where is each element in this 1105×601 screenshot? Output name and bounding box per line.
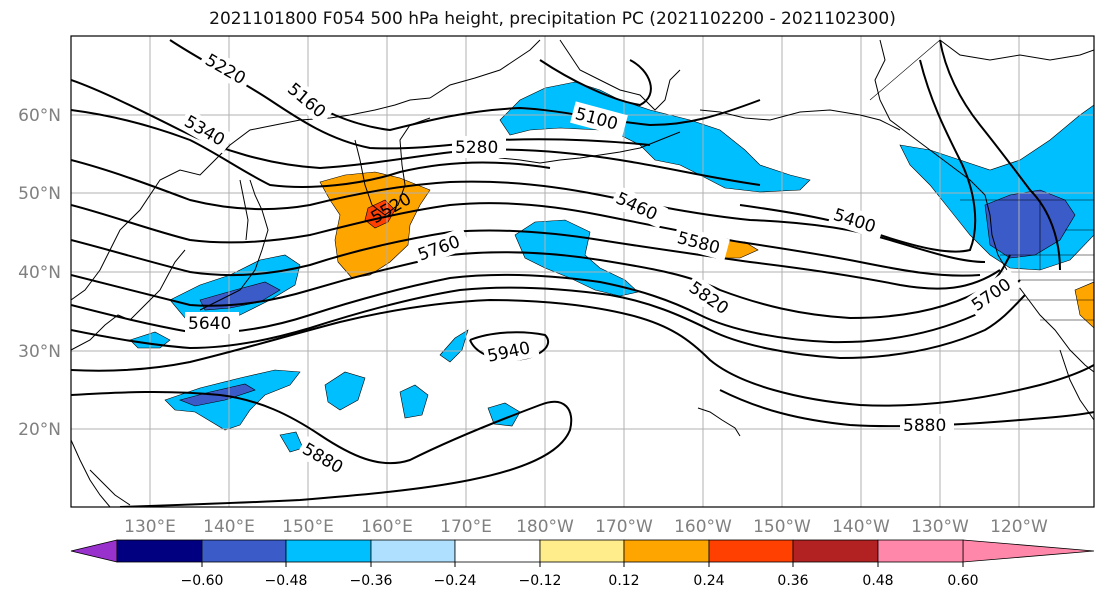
map-area: 5220 5160 5340 5100 5280 5520 5460 5400 … [71,36,1094,507]
precip-area-dot4 [439,329,469,363]
coast-philippines [89,469,131,506]
precip-area-dot1 [324,371,366,411]
colorbar-bin-8 [708,539,794,563]
map-frame [70,35,1095,508]
lat-label-60n: 60°N [18,106,61,126]
colorbar-bin-4 [370,539,456,563]
colorbar-tick-label: 0.60 [947,573,978,589]
lon-label-140e: 140°E [203,517,255,537]
colorbar-bin-2 [201,539,287,563]
colorbar-tick-label: 0.24 [693,573,724,589]
colorbar-tick-label: −0.36 [350,573,393,589]
contour-5580 [71,229,1001,290]
coast-hawaii [697,407,741,437]
colorbar-extend-high [962,539,1095,563]
lon-label-170w: 170°W [595,517,653,537]
colorbar-tick-label: −0.60 [181,573,224,589]
lon-label-130w: 130°W [911,517,969,537]
lon-label-170e: 170°E [440,517,492,537]
colorbar-tick-label: −0.12 [519,573,562,589]
colorbar-bin-1 [116,539,203,563]
colorbar-tick-label: 0.36 [777,573,808,589]
colorbar-tick-labels: −0.60 −0.48 −0.36 −0.24 −0.12 0.12 0.24 … [181,573,979,589]
coast-bc-canada [874,39,986,196]
lon-label-180w: 180°W [516,517,574,537]
contour-label-5940: 5940 [486,338,532,367]
lat-label-20n: 20°N [18,420,61,440]
contour-5640 [71,251,1011,320]
gridlines [71,36,1094,507]
colorbar-tick-label: 0.48 [862,573,893,589]
precip-area-dot2 [399,384,429,419]
coast-taiwan [71,439,111,507]
colorbar-tick-label: −0.24 [434,573,477,589]
precip-area-dot6 [279,431,304,453]
colorbar-bin-3 [285,539,372,563]
borders [869,39,1094,321]
contour-label-5280: 5280 [455,138,498,158]
lon-label-160w: 160°W [674,517,732,537]
contour-5820 [71,298,1094,407]
colorbar-tick-label: −0.48 [265,573,308,589]
coast-sakhalin [239,179,249,241]
precip-area-east-orange [1074,281,1094,329]
contour-label-5640: 5640 [188,314,231,334]
colorbar-bin-7 [623,539,710,563]
precip-area-dot3 [487,402,521,427]
lon-label-150e: 150°E [282,517,334,537]
coast-chukotka [429,39,541,99]
coast-alaska-south [699,109,901,131]
lon-labels: 130°E 140°E 150°E 160°E 170°E 180°W 170°… [124,517,1048,537]
lon-label-160e: 160°E [361,517,413,537]
lon-label-130e: 130°E [124,517,176,537]
precip-area-bering [499,81,811,193]
lon-label-150w: 150°W [753,517,811,537]
precip-area-south [164,369,301,431]
precip-area-japan-core [199,281,281,311]
coast-alaska-west [559,39,681,111]
colorbar-bin-9 [792,539,879,563]
contour-5100 [539,59,652,107]
contour-labels: 5220 5160 5340 5100 5280 5520 5460 5400 … [177,46,1022,483]
coast-baja [1059,349,1094,421]
contour-5160 [289,89,761,132]
coast-arctic [939,39,1094,61]
coast-kamchatka [354,117,431,216]
lon-label-140w: 140°W [832,517,890,537]
contour-5880 [71,390,573,507]
coast-korea-china [71,249,186,351]
lat-label-50n: 50°N [18,184,61,204]
contour-5520 [71,202,981,277]
colorbar-tick-label: 0.12 [608,573,639,589]
lat-label-30n: 30°N [18,342,61,362]
lat-label-40n: 40°N [18,263,61,283]
colorbar-bin-6 [539,539,625,563]
coast-japan [199,179,269,311]
precip-area-central [514,219,639,297]
contour-5280 [71,79,761,186]
figure-title: 2021101800 F054 500 hPa height, precipit… [209,9,896,29]
contour-5760 [71,286,1026,360]
contour-east-trough [939,39,1061,271]
lon-label-120w: 120°W [990,517,1048,537]
contour-5340 [71,109,551,188]
colorbar-ticks [201,562,964,567]
lat-labels: 60°N 50°N 40°N 30°N 20°N [18,106,61,440]
colorbar-extend-low [70,539,118,563]
precip-area-japan [169,254,301,321]
colorbar-bin-5 [454,539,541,563]
colorbar-bin-10 [877,539,964,563]
colorbar [70,539,1095,563]
contour-label-5880-east: 5880 [903,416,946,436]
contour-label-5400: 5400 [831,205,878,237]
